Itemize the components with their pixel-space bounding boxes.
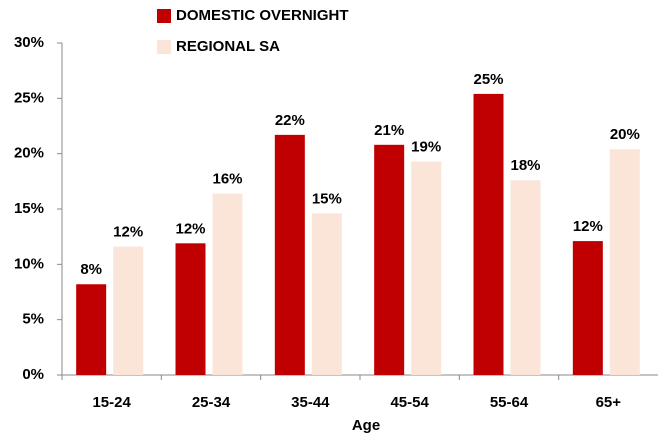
bar — [76, 284, 107, 375]
y-tick-label: 15% — [14, 200, 44, 217]
data-label: 19% — [411, 138, 441, 155]
bar — [411, 161, 442, 375]
x-tick-label: 55-64 — [490, 394, 529, 411]
bar — [609, 149, 640, 375]
legend-swatch — [157, 40, 171, 54]
y-tick-label: 5% — [22, 311, 44, 328]
data-label: 18% — [510, 157, 540, 174]
data-label: 21% — [374, 122, 404, 139]
x-tick-label: 25-34 — [192, 394, 231, 411]
data-label: 25% — [473, 71, 503, 88]
x-tick-label: 65+ — [596, 394, 622, 411]
y-tick-label: 0% — [22, 366, 44, 383]
data-label: 12% — [175, 220, 205, 237]
y-tick-label: 20% — [14, 145, 44, 162]
data-label: 12% — [573, 218, 603, 235]
legend-label: DOMESTIC OVERNIGHT — [176, 7, 349, 24]
y-tick-label: 30% — [14, 34, 44, 51]
legend-label: REGIONAL SA — [176, 38, 280, 55]
bar — [374, 144, 405, 375]
bar — [572, 241, 603, 375]
x-tick-label: 45-54 — [390, 394, 429, 411]
y-tick-label: 25% — [14, 89, 44, 106]
x-tick-label: 15-24 — [92, 394, 131, 411]
y-tick-label: 10% — [14, 255, 44, 272]
x-axis-label: Age — [352, 417, 380, 434]
data-label: 20% — [610, 126, 640, 143]
data-label: 8% — [80, 261, 102, 278]
bar — [311, 213, 342, 375]
data-label: 22% — [275, 112, 305, 129]
data-label: 16% — [212, 170, 242, 187]
x-tick-label: 35-44 — [291, 394, 330, 411]
data-label: 12% — [113, 224, 143, 241]
bar — [473, 93, 504, 375]
bar — [175, 243, 206, 375]
bar — [274, 134, 305, 375]
legend-swatch — [157, 9, 171, 23]
bar — [510, 180, 541, 375]
bar — [113, 246, 144, 375]
data-label: 15% — [312, 190, 342, 207]
bar — [212, 193, 243, 375]
